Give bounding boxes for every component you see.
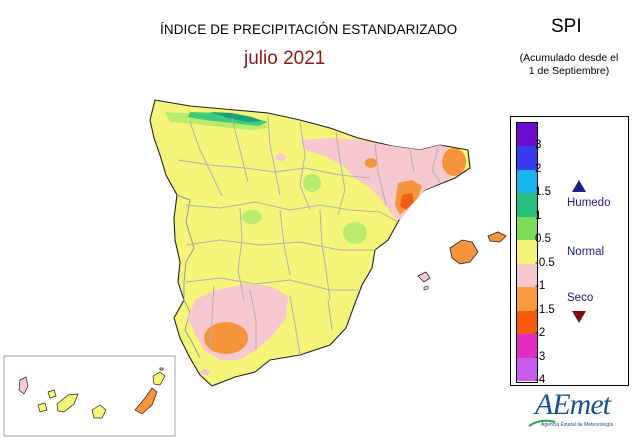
tenerife-island bbox=[56, 393, 79, 413]
north-coast-green-band bbox=[188, 112, 268, 126]
legend-class-normal: Normal bbox=[567, 246, 605, 258]
menorca-island bbox=[487, 231, 507, 243]
coastal-dry-spot bbox=[200, 369, 210, 375]
legend-class-wet: Humedo bbox=[567, 197, 611, 209]
dry-arrow-icon bbox=[572, 311, 586, 323]
map-title: ÍNDICE DE PRECIPITACIÓN ESTANDARIZADO bbox=[160, 22, 458, 37]
legend-tick-label: 3 bbox=[535, 139, 542, 152]
ibiza-island bbox=[417, 271, 431, 283]
accumulation-note-line2: 1 de Septiembre) bbox=[528, 65, 610, 77]
mallorca-island bbox=[449, 239, 479, 265]
la-gomera-island bbox=[47, 389, 57, 399]
legend-band-2 bbox=[517, 169, 537, 194]
legend-band-10 bbox=[517, 357, 537, 381]
wet-spot-castilla bbox=[303, 174, 321, 192]
legend-tick-label: -4 bbox=[535, 374, 546, 386]
legend-band-3 bbox=[517, 193, 537, 217]
index-name: SPI bbox=[551, 16, 582, 37]
legend-tick-label: 1.5 bbox=[535, 186, 551, 199]
lanzarote-island bbox=[152, 371, 166, 386]
legend: 3 2 1.5 1 0.5 -0.5 -1 -1.5 -2 -3 -4 Humedo Normal … bbox=[510, 116, 629, 386]
legend-band-4 bbox=[517, 216, 537, 241]
ebro-delta-severe bbox=[400, 193, 414, 210]
fuerteventura-island bbox=[134, 387, 158, 415]
logo-swoosh-icon bbox=[528, 419, 556, 427]
wet-arrow-icon bbox=[572, 180, 586, 192]
canary-inset-frame bbox=[3, 355, 176, 437]
legend-tick-label: -3 bbox=[535, 350, 546, 363]
legend-band-9 bbox=[517, 334, 537, 358]
accumulation-note: (Acumulado desde el 1 de Septiembre) bbox=[507, 52, 631, 78]
la-palma-island bbox=[18, 376, 29, 395]
ebro-dry-area bbox=[300, 138, 465, 220]
wet-spot-east bbox=[343, 222, 367, 244]
wet-spot-centre bbox=[242, 210, 262, 224]
map-month: julio 2021 bbox=[244, 48, 326, 69]
legend-band-1 bbox=[517, 146, 537, 170]
dry-spot-north bbox=[276, 153, 286, 161]
north-coast-dark-green-band bbox=[210, 112, 262, 122]
dry-arrow-shape bbox=[572, 311, 586, 323]
wet-arrow-shape bbox=[572, 180, 586, 192]
legend-tick-label: -1 bbox=[535, 280, 546, 293]
formentera-island bbox=[423, 285, 429, 291]
province-borders bbox=[177, 115, 441, 356]
aemet-logo: AEmet Agencia Estatal de Meteorología bbox=[527, 388, 635, 430]
legend-band-7 bbox=[517, 287, 537, 311]
canary-islands bbox=[18, 367, 166, 419]
guadalquivir-dry-spot bbox=[204, 322, 248, 354]
gran-canaria-island bbox=[91, 404, 107, 419]
graciosa-island bbox=[159, 367, 164, 371]
legend-tick-label: 1 bbox=[535, 209, 542, 222]
ebro-orange-spot bbox=[365, 158, 377, 168]
accumulation-note-line1: (Acumulado desde el bbox=[519, 52, 619, 64]
legend-tick-label: 2 bbox=[535, 162, 542, 175]
legend-bar-frame bbox=[516, 122, 538, 383]
legend-tick-label: -1.5 bbox=[535, 303, 555, 316]
legend-band-8 bbox=[517, 310, 537, 335]
legend-band-5 bbox=[517, 240, 537, 264]
catalonia-dry-spot bbox=[442, 148, 466, 176]
legend-class-dry: Seco bbox=[567, 292, 594, 304]
el-hierro-island bbox=[37, 402, 48, 413]
legend-band-0 bbox=[517, 123, 537, 147]
portugal-border bbox=[176, 194, 201, 359]
logo-wordmark: AEmet bbox=[535, 388, 611, 421]
legend-tick-label: -2 bbox=[535, 327, 546, 340]
legend-tick-label: 0.5 bbox=[535, 233, 551, 246]
logo-subtitle: Agencia Estatal de Meteorología bbox=[541, 422, 614, 428]
legend-tick-label: -0.5 bbox=[535, 256, 555, 269]
legend-band-6 bbox=[517, 263, 537, 288]
